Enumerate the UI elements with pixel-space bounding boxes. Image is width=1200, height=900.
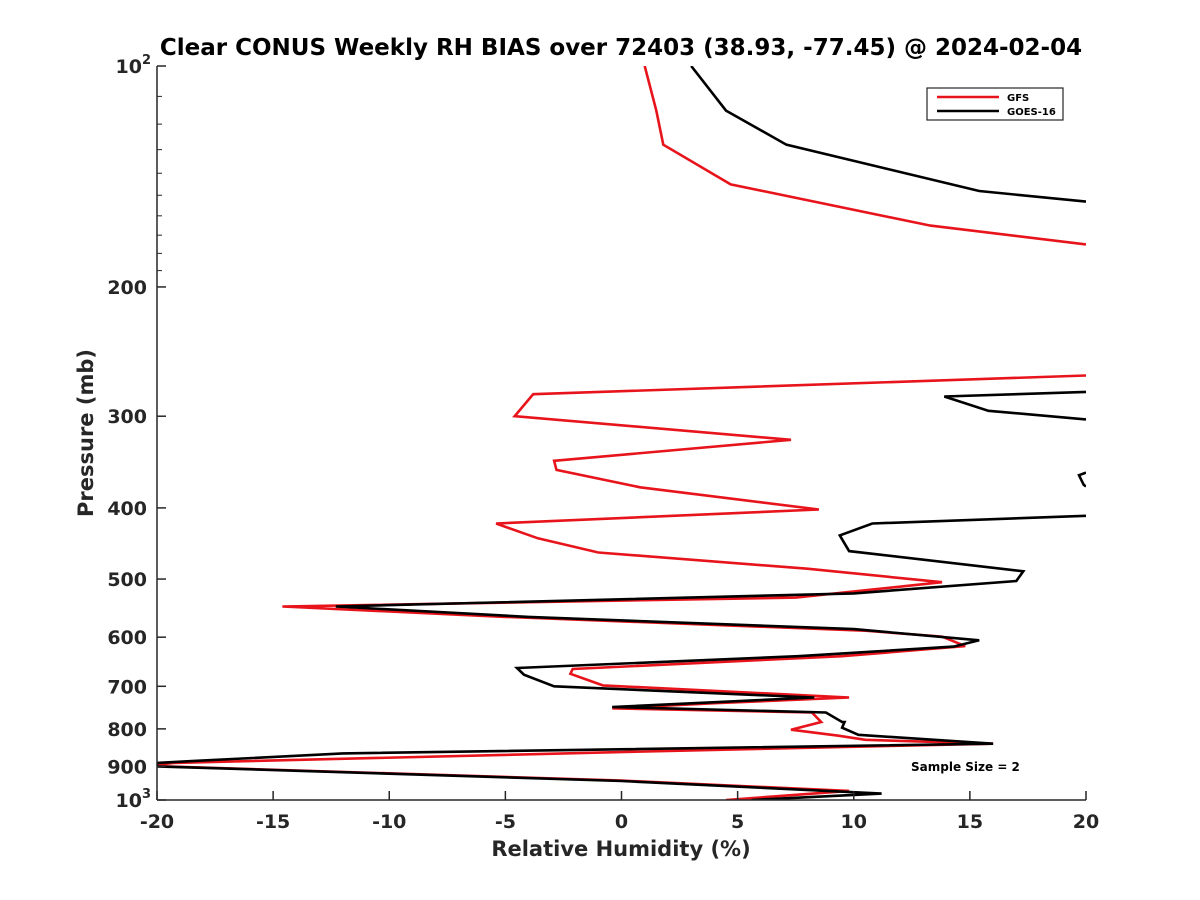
y-tick-label: 103	[116, 787, 152, 812]
x-tick-label: -20	[140, 811, 174, 833]
x-tick-label: 10	[841, 811, 867, 833]
axes-layer: -20 -15 -10 -5 0 5 10 15 20 102 200 300 400 500 600 700…	[107, 53, 1099, 833]
chart-title: Clear CONUS Weekly RH BIAS over 72403 (3…	[160, 35, 1082, 61]
series-goes-16	[157, 66, 1086, 800]
series-line-segment	[643, 66, 1086, 246]
y-tick-label: 800	[107, 719, 147, 741]
series-line-segment	[690, 66, 1086, 203]
y-tick-label: 500	[107, 569, 147, 591]
y-tick-label: 700	[107, 676, 147, 698]
y-tick-label: 900	[107, 756, 147, 778]
x-tick-label: -10	[372, 811, 406, 833]
x-tick-label: -5	[495, 811, 516, 833]
y-tick-label: 102	[116, 53, 152, 78]
x-tick-label: 5	[731, 811, 744, 833]
y-axis-label: Pressure (mb)	[74, 349, 98, 517]
series-line-segment	[157, 514, 1086, 800]
legend-entry: GOES-16	[1007, 107, 1056, 118]
x-axis-label: Relative Humidity (%)	[491, 837, 750, 861]
legend-box	[926, 87, 1064, 121]
legend: GFS GOES-16	[926, 87, 1064, 121]
series-line-segment	[157, 374, 1086, 800]
x-tick-label: -15	[256, 811, 290, 833]
y-tick-label: 300	[107, 406, 147, 428]
x-tick-label: 15	[957, 811, 983, 833]
series-line-segment	[1077, 471, 1086, 488]
y-tick-label: 600	[107, 627, 147, 649]
legend-entry: GFS	[1007, 93, 1029, 104]
y-tick-label: 400	[107, 498, 147, 520]
x-tick-label: 0	[615, 811, 628, 833]
series-gfs	[157, 66, 1086, 800]
x-tick-label: 20	[1073, 811, 1099, 833]
series-layer	[157, 66, 1086, 800]
sample-size-annotation: Sample Size = 2	[911, 760, 1020, 774]
series-line-segment	[943, 390, 1086, 421]
y-tick-label: 200	[107, 277, 147, 299]
